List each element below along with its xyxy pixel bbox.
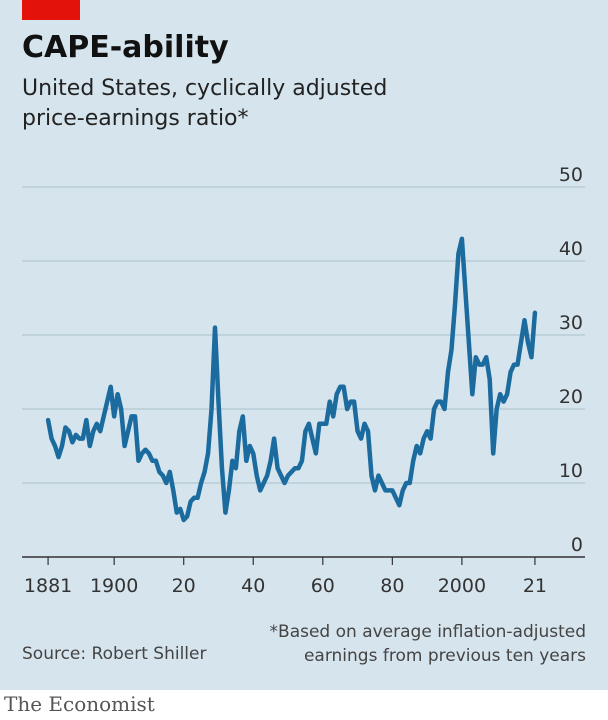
red-tag <box>22 0 80 20</box>
x-tick-label: 2000 <box>438 575 486 597</box>
source: Source: Robert Shiller <box>22 644 207 664</box>
brand: The Economist <box>4 692 155 716</box>
x-tick-label: 80 <box>380 575 404 597</box>
x-tick-label: 60 <box>311 575 335 597</box>
x-tick-label: 20 <box>172 575 196 597</box>
subtitle: United States, cyclically adjusted price… <box>22 76 388 131</box>
x-tick-label: 40 <box>241 575 265 597</box>
y-tick-label: 50 <box>559 164 583 186</box>
y-tick-label: 30 <box>559 312 583 334</box>
background <box>0 0 608 690</box>
title: CAPE-ability <box>22 30 229 65</box>
y-tick-label: 10 <box>559 460 583 482</box>
line <box>45 236 538 523</box>
y-tick-label: 40 <box>559 238 583 260</box>
x-tick-label: 21 <box>523 575 547 597</box>
footnote: *Based on average inflation-adjusted ear… <box>269 622 586 666</box>
x-tick-label: 1881 <box>24 575 72 597</box>
y-tick-label: 20 <box>559 386 583 408</box>
x-tick-label: 1900 <box>90 575 138 597</box>
y-tick-label: 0 <box>571 534 583 556</box>
